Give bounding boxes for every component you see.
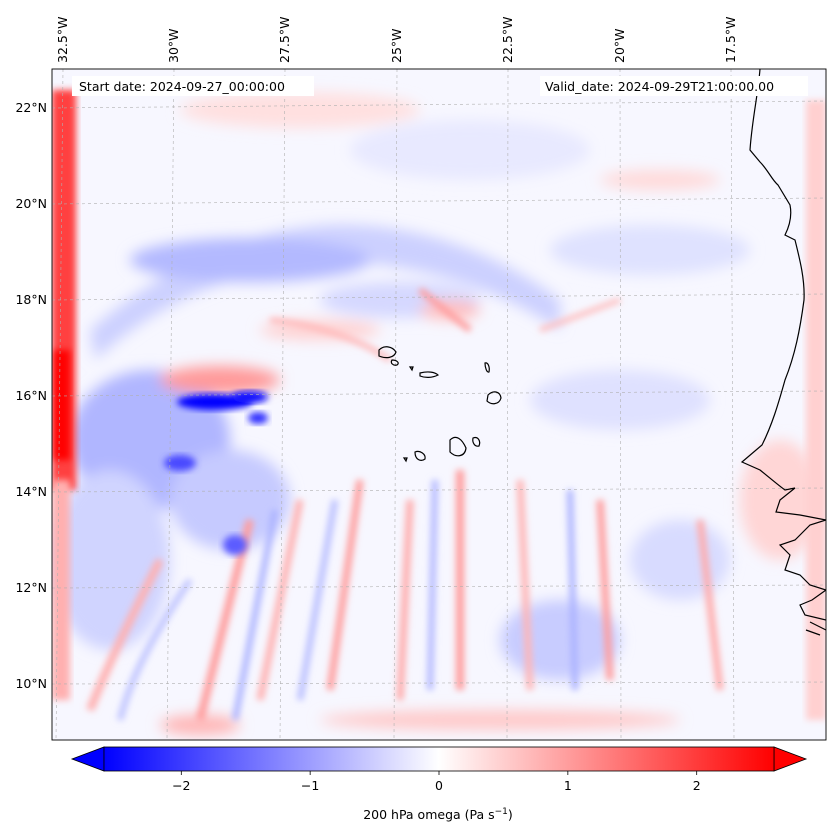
colorbar-tick-label: −1 bbox=[301, 778, 319, 793]
valid-date-box bbox=[540, 76, 808, 96]
lon-label: 17.5°W bbox=[723, 17, 738, 63]
lat-label: 20°N bbox=[15, 196, 47, 211]
lat-label: 14°N bbox=[15, 484, 47, 499]
valid-date-label: Valid_date: 2024-09-29T21:00:00.00 bbox=[545, 79, 774, 94]
lat-label: 16°N bbox=[15, 388, 47, 403]
colorbar-ticks: −2 −1 0 1 2 bbox=[172, 771, 701, 793]
colorbar: −2 −1 0 1 2 200 hPa omega (Pa s−1) bbox=[70, 746, 808, 822]
lat-label: 22°N bbox=[15, 100, 47, 115]
graticule bbox=[52, 69, 826, 740]
lon-label: 30°W bbox=[166, 28, 181, 63]
lat-label: 10°N bbox=[15, 676, 47, 691]
longitude-labels: 32.5°W 30°W 27.5°W 25°W 22.5°W 20°W 17.5… bbox=[55, 17, 738, 63]
cape-verde-islands bbox=[378, 346, 502, 463]
colorbar-gradient bbox=[103, 746, 775, 772]
colorbar-tick-label: 2 bbox=[693, 778, 701, 793]
lon-label: 22.5°W bbox=[500, 17, 515, 63]
lon-label: 25°W bbox=[389, 28, 404, 63]
colorbar-tick-label: 0 bbox=[435, 778, 443, 793]
colorbar-tick-label: 1 bbox=[564, 778, 572, 793]
colorbar-label: 200 hPa omega (Pa s−1) bbox=[363, 807, 513, 822]
start-date-box bbox=[72, 76, 314, 96]
lat-label: 12°N bbox=[15, 580, 47, 595]
africa-coastline bbox=[740, 69, 826, 636]
colorbar-extend-max bbox=[773, 746, 808, 772]
lon-label: 32.5°W bbox=[55, 17, 70, 63]
start-date-label: Start date: 2024-09-27_00:00:00 bbox=[79, 79, 285, 94]
omega-field bbox=[52, 69, 826, 740]
colorbar-extend-min bbox=[70, 746, 105, 772]
lon-label: 27.5°W bbox=[277, 17, 292, 63]
map-frame bbox=[51, 68, 827, 741]
lat-label: 18°N bbox=[15, 292, 47, 307]
latitude-labels: 22°N 20°N 18°N 16°N 14°N 12°N 10°N bbox=[15, 100, 47, 691]
colorbar-tick-label: −2 bbox=[172, 778, 190, 793]
lon-label: 20°W bbox=[612, 28, 627, 63]
